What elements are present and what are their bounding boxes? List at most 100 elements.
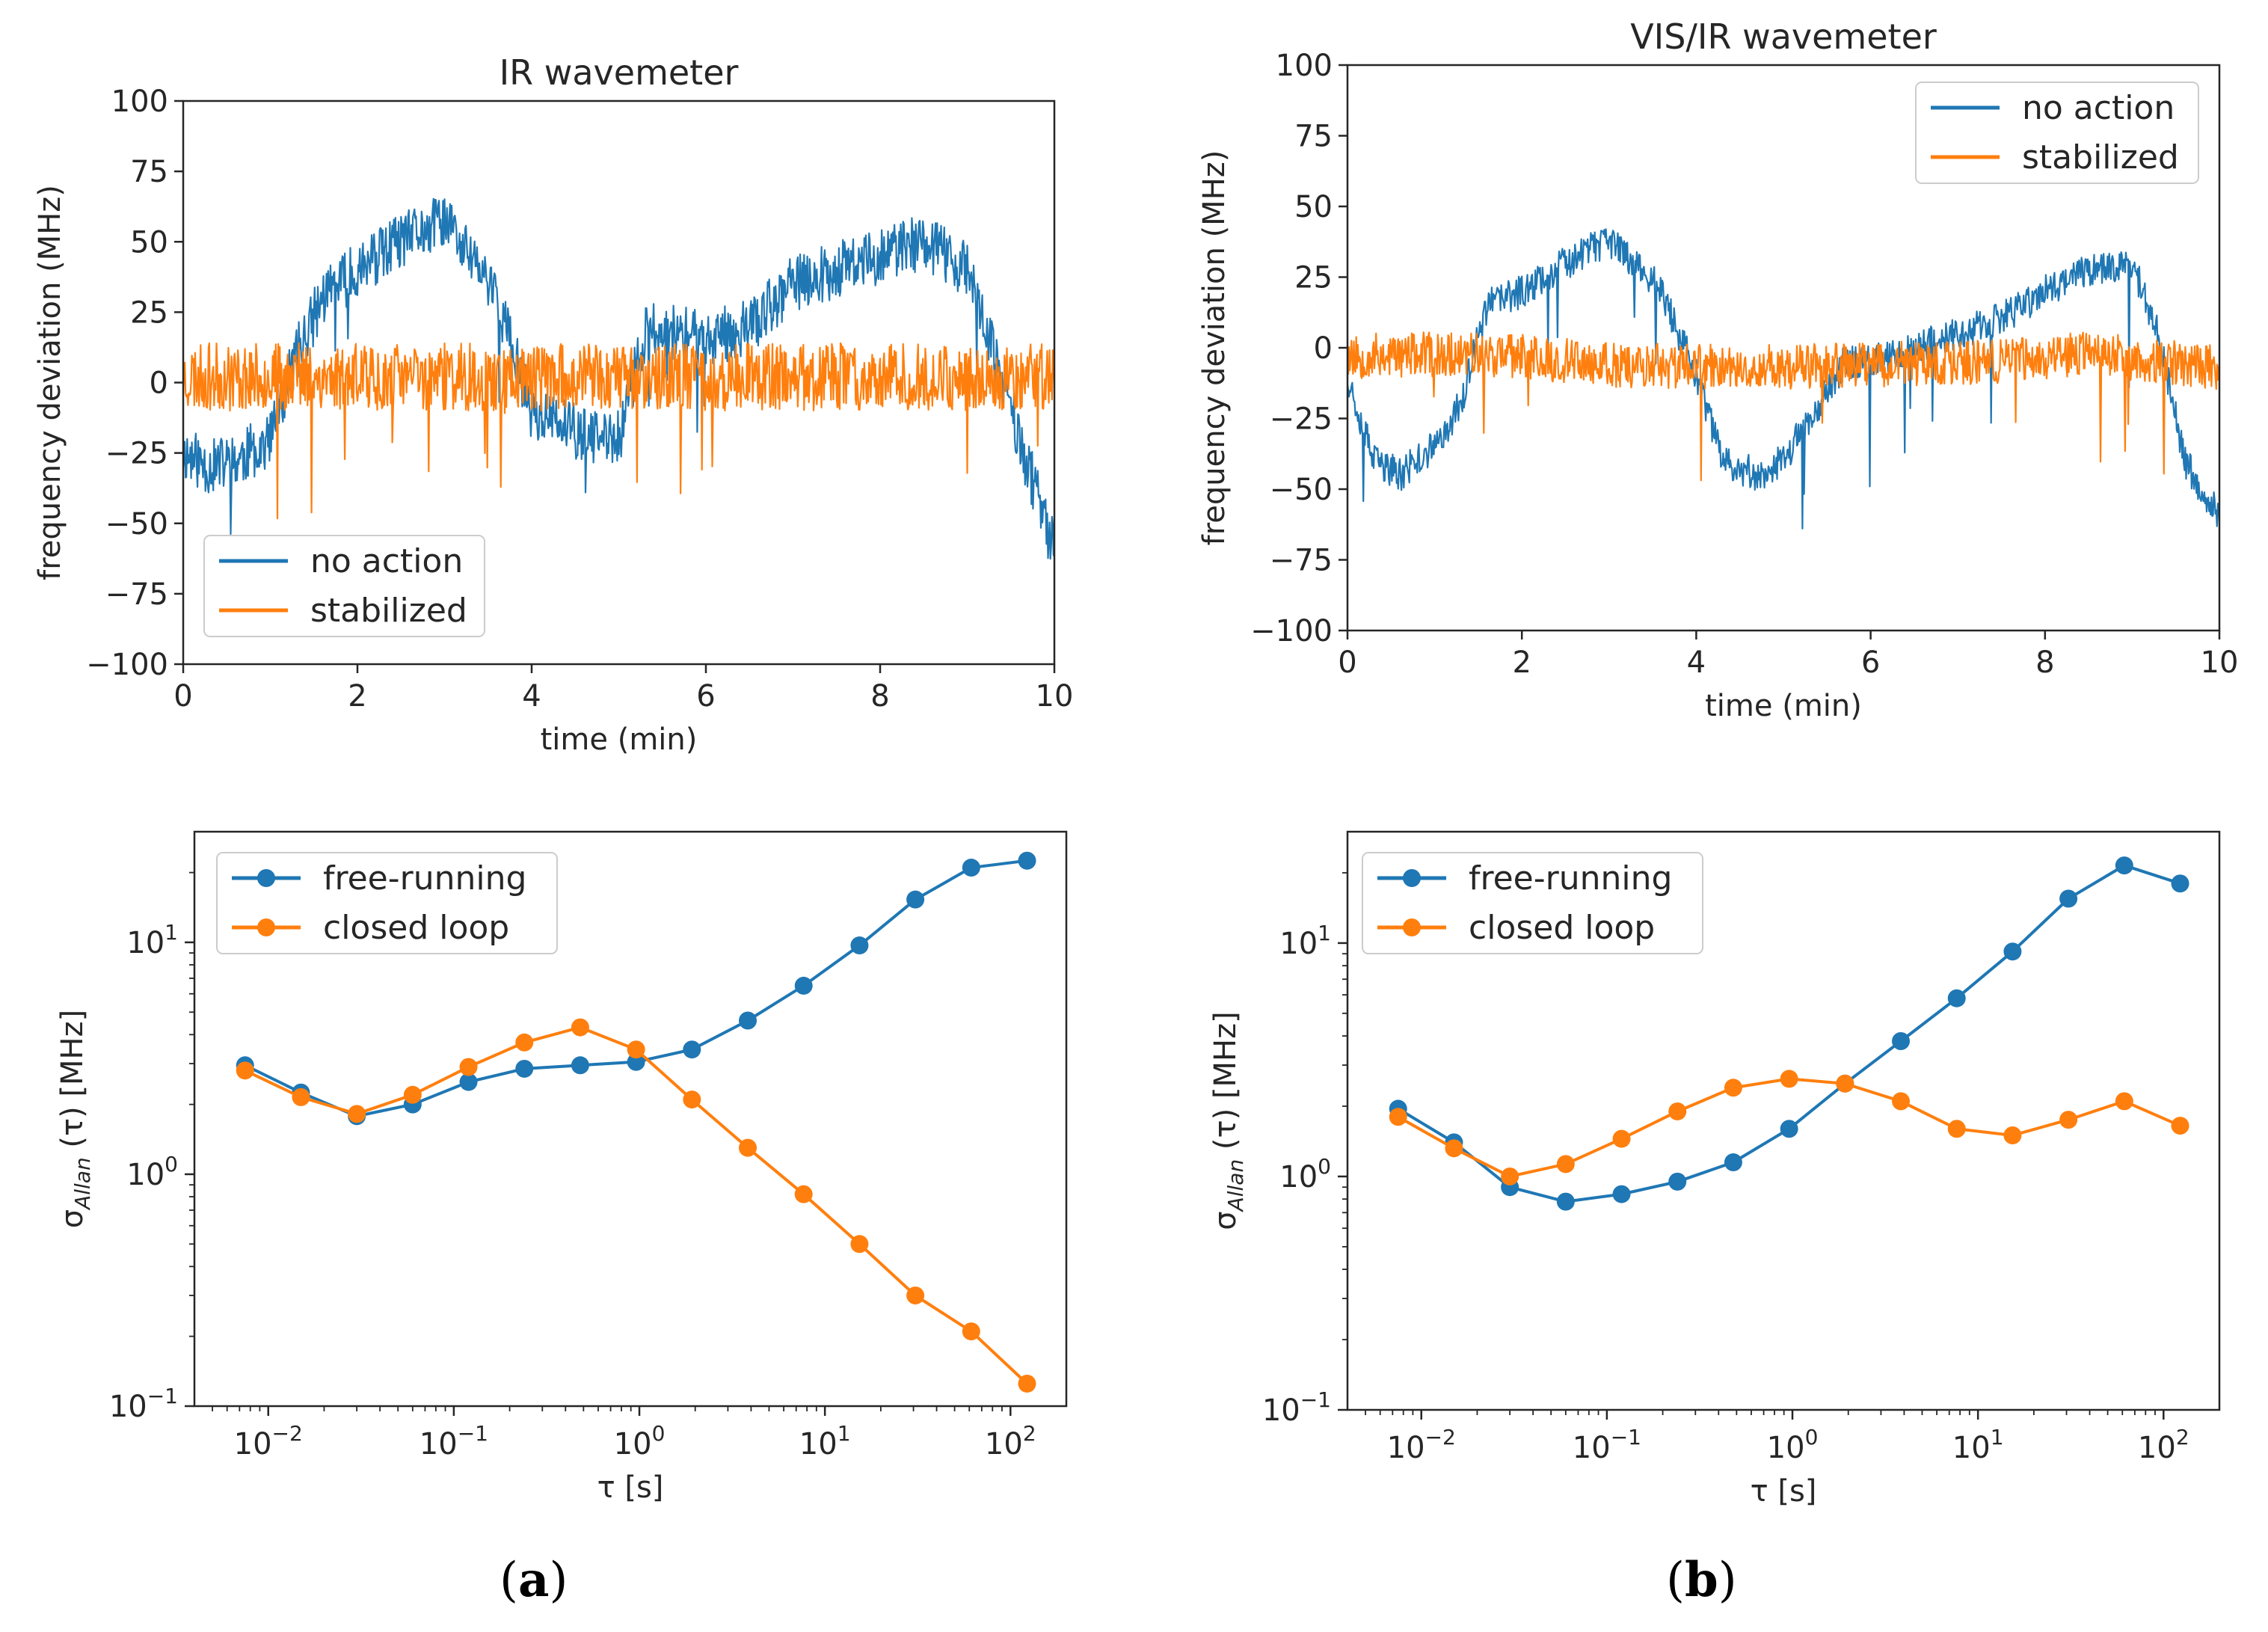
y-axis-label: σAllan (τ) [MHz] xyxy=(1208,1011,1248,1230)
data-point xyxy=(515,1059,534,1078)
y-axis-label: frequency deviation (MHz) xyxy=(33,185,67,580)
x-axis-label: time (min) xyxy=(541,723,698,757)
x-tick-label: 102 xyxy=(985,1421,1036,1461)
legend-marker xyxy=(1403,918,1421,936)
x-tick-label: 10−1 xyxy=(1573,1425,1641,1465)
y-tick-label: 101 xyxy=(126,920,178,960)
data-point xyxy=(348,1105,366,1123)
data-point xyxy=(403,1085,422,1104)
series-line xyxy=(1347,228,2219,530)
data-point xyxy=(906,1286,925,1305)
data-point xyxy=(1389,1108,1407,1126)
legend-label: stabilized xyxy=(2022,138,2179,177)
y-tick-label: 100 xyxy=(111,85,168,119)
x-axis-label: τ [s] xyxy=(1751,1474,1817,1509)
x-axis-label: τ [s] xyxy=(597,1470,664,1505)
x-tick-label: 102 xyxy=(2138,1425,2189,1465)
y-tick-label: 0 xyxy=(150,366,168,401)
x-tick-label: 100 xyxy=(1767,1425,1819,1465)
data-point xyxy=(1612,1185,1631,1203)
caption-a-open: ( xyxy=(500,1553,518,1608)
legend-label: no action xyxy=(2022,89,2175,127)
legend-label: closed loop xyxy=(323,909,509,947)
x-tick-label: 101 xyxy=(1952,1425,2004,1465)
x-axis-label: time (min) xyxy=(1705,689,1862,723)
data-point xyxy=(459,1073,478,1091)
legend: free-running closed loop xyxy=(216,852,558,954)
data-point xyxy=(1668,1172,1687,1191)
caption-a-close: ) xyxy=(549,1553,568,1608)
y-tick-label: 101 xyxy=(1279,921,1331,961)
legend: no action stabilized xyxy=(203,535,485,637)
data-point xyxy=(1018,1374,1036,1393)
data-point xyxy=(2115,1092,2133,1111)
x-tick-label: 0 xyxy=(173,679,192,714)
data-point xyxy=(2003,1126,2022,1144)
data-point xyxy=(794,976,813,995)
x-tick-label: 8 xyxy=(870,679,889,714)
data-point xyxy=(683,1090,701,1109)
data-point xyxy=(2171,1117,2189,1135)
data-point xyxy=(739,1138,757,1157)
data-point xyxy=(571,1018,589,1037)
data-point xyxy=(1445,1139,1463,1158)
data-point xyxy=(1556,1155,1575,1174)
y-tick-label: −100 xyxy=(1250,614,1333,648)
x-tick-label: 10−1 xyxy=(420,1421,488,1461)
data-point xyxy=(1836,1074,1854,1093)
y-tick-label: 50 xyxy=(1294,190,1333,224)
data-point xyxy=(1556,1192,1575,1211)
x-tick-label: 4 xyxy=(1687,645,1706,680)
y-tick-label: −25 xyxy=(105,437,168,471)
y-tick-label: 75 xyxy=(130,155,168,189)
caption-a-letter: a xyxy=(517,1552,550,1608)
y-axis-label: frequency deviation (MHz) xyxy=(1197,150,1232,546)
y-tick-label: −75 xyxy=(105,577,168,612)
plot-frame xyxy=(1346,830,2221,1411)
y-tick-label: 25 xyxy=(1294,261,1333,295)
y-tick-label: 50 xyxy=(130,225,168,260)
data-point xyxy=(2171,874,2189,893)
y-tick-label: −50 xyxy=(105,507,168,542)
y-tick-label: 75 xyxy=(1294,120,1333,154)
x-tick-label: 0 xyxy=(1338,645,1356,680)
data-point xyxy=(1892,1032,1911,1051)
legend-marker xyxy=(257,869,275,887)
legend-label: stabilized xyxy=(310,592,467,630)
data-point xyxy=(2059,889,2078,908)
y-tick-label: −50 xyxy=(1270,473,1333,507)
y-tick-label: −75 xyxy=(1270,544,1333,578)
x-tick-label: 4 xyxy=(522,679,541,714)
legend: free-running closed loop xyxy=(1362,852,1703,954)
y-axis-label: σAllan (τ) [MHz] xyxy=(55,1010,95,1229)
data-point xyxy=(1018,851,1036,870)
x-tick-label: 100 xyxy=(614,1421,666,1461)
legend-label: no action xyxy=(310,542,463,580)
data-point xyxy=(459,1058,478,1076)
chart-title: VIS/IR wavemeter xyxy=(1630,16,1937,57)
y-tick-label: 100 xyxy=(1279,1154,1331,1194)
legend-marker xyxy=(1403,869,1421,887)
legend-box xyxy=(1362,852,1703,954)
data-point xyxy=(236,1061,254,1080)
x-tick-label: 6 xyxy=(1861,645,1880,680)
caption-b-letter: b xyxy=(1684,1552,1718,1608)
data-point xyxy=(850,1235,869,1254)
data-point xyxy=(1724,1153,1742,1172)
x-tick-label: 10 xyxy=(2201,645,2239,680)
y-tick-label: 100 xyxy=(1276,49,1333,83)
series-line xyxy=(1347,331,2219,482)
data-point xyxy=(627,1052,645,1071)
plot-frame xyxy=(193,830,1068,1408)
y-tick-label: 25 xyxy=(130,295,168,330)
data-point xyxy=(2003,942,2022,961)
y-tick-label: 10−1 xyxy=(1262,1387,1331,1428)
data-point xyxy=(1501,1167,1519,1185)
x-tick-label: 101 xyxy=(799,1421,851,1461)
caption-a: (a) xyxy=(500,1552,568,1608)
data-point xyxy=(850,936,869,955)
x-tick-label: 10−2 xyxy=(234,1421,303,1461)
data-point xyxy=(1780,1070,1798,1088)
data-point xyxy=(2115,856,2133,875)
